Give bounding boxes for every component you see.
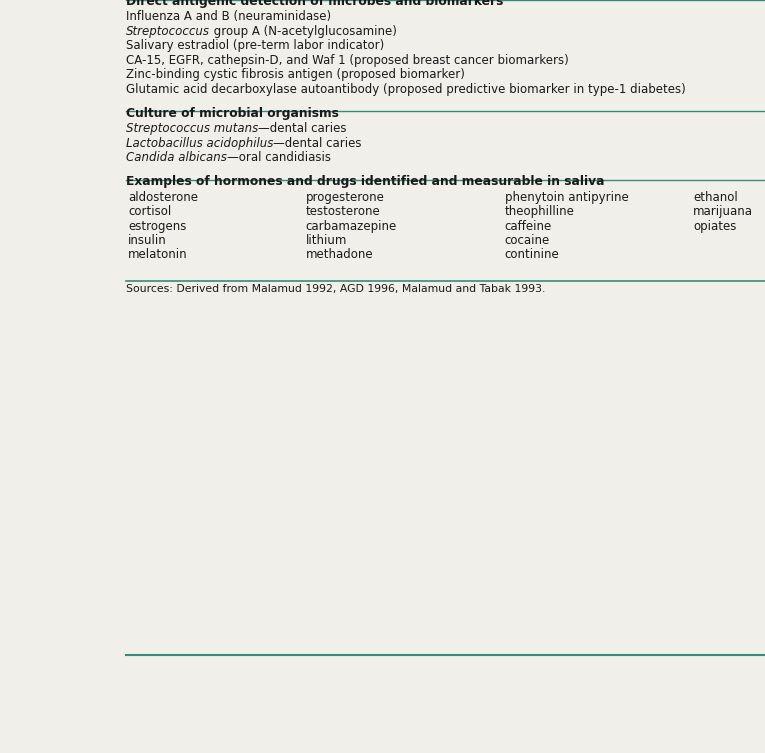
Text: cortisol: cortisol — [128, 205, 171, 218]
Text: Culture of microbial organisms: Culture of microbial organisms — [125, 107, 339, 120]
Text: theophilline: theophilline — [505, 205, 575, 218]
Text: insulin: insulin — [128, 234, 167, 247]
Text: group A (N-acetylglucosamine): group A (N-acetylglucosamine) — [210, 25, 396, 38]
Text: Influenza A and B (neuraminidase): Influenza A and B (neuraminidase) — [125, 11, 331, 23]
Text: Streptococcus: Streptococcus — [125, 25, 210, 38]
Text: Glutamic acid decarboxylase autoantibody (proposed predictive biomarker in type-: Glutamic acid decarboxylase autoantibody… — [125, 83, 685, 96]
Text: Direct antigenic detection of microbes and biomarkers: Direct antigenic detection of microbes a… — [125, 0, 503, 8]
Text: estrogens: estrogens — [128, 220, 187, 233]
Text: —oral candidiasis: —oral candidiasis — [226, 151, 330, 164]
Text: continine: continine — [505, 248, 559, 261]
Text: testosterone: testosterone — [305, 205, 380, 218]
Text: ethanol: ethanol — [693, 191, 737, 203]
Text: Sources: Derived from Malamud 1992, AGD 1996, Malamud and Tabak 1993.: Sources: Derived from Malamud 1992, AGD … — [125, 284, 545, 294]
Text: —dental caries: —dental caries — [258, 122, 347, 136]
Text: Candida albicans: Candida albicans — [125, 151, 226, 164]
Text: —dental caries: —dental caries — [273, 137, 362, 150]
Text: phenytoin antipyrine: phenytoin antipyrine — [505, 191, 628, 203]
Text: Zinc-binding cystic fibrosis antigen (proposed biomarker): Zinc-binding cystic fibrosis antigen (pr… — [125, 69, 464, 81]
Text: cocaine: cocaine — [505, 234, 550, 247]
Text: methadone: methadone — [305, 248, 373, 261]
Text: marijuana: marijuana — [693, 205, 753, 218]
Text: lithium: lithium — [305, 234, 347, 247]
Text: CA-15, EGFR, cathepsin-D, and Waf 1 (proposed breast cancer biomarkers): CA-15, EGFR, cathepsin-D, and Waf 1 (pro… — [125, 53, 568, 67]
Text: Examples of hormones and drugs identified and measurable in saliva: Examples of hormones and drugs identifie… — [125, 175, 604, 188]
Text: caffeine: caffeine — [505, 220, 552, 233]
Text: Salivary estradiol (pre-term labor indicator): Salivary estradiol (pre-term labor indic… — [125, 39, 384, 53]
Text: Lactobacillus acidophilus: Lactobacillus acidophilus — [125, 137, 273, 150]
Text: progesterone: progesterone — [305, 191, 384, 203]
Text: aldosterone: aldosterone — [128, 191, 198, 203]
Text: opiates: opiates — [693, 220, 737, 233]
Text: melatonin: melatonin — [128, 248, 187, 261]
Text: Streptococcus mutans: Streptococcus mutans — [125, 122, 258, 136]
Text: carbamazepine: carbamazepine — [305, 220, 397, 233]
